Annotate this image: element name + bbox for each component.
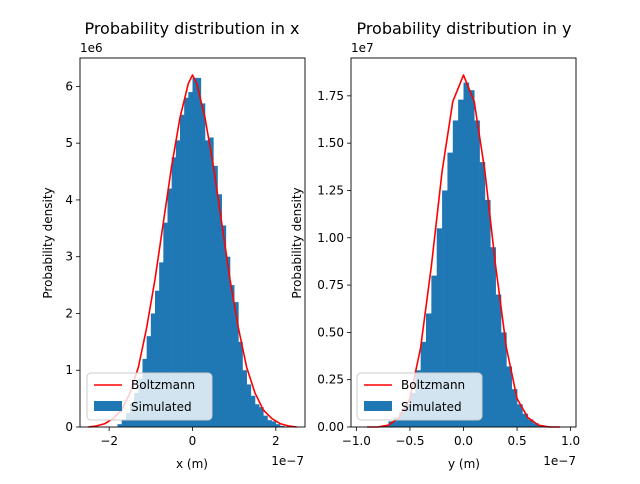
x-tick-label: −2 — [100, 434, 118, 448]
histogram-bar — [272, 421, 276, 427]
histogram-bar — [506, 366, 512, 427]
legend-boltzmann-label: Boltzmann — [401, 378, 465, 392]
right-x-axis-label: y (m) — [448, 457, 480, 471]
x-tick-label: 0.0 — [454, 434, 473, 448]
legend-simulated-label: Simulated — [131, 400, 192, 414]
legend-bar-swatch — [364, 401, 392, 411]
y-tick-label: 6 — [65, 79, 73, 93]
histogram-bar — [251, 396, 255, 427]
histogram-bar — [238, 342, 242, 427]
left-x-scale-label: 1e−7 — [271, 454, 304, 468]
histogram-bar — [485, 200, 491, 427]
histogram-bar — [490, 247, 496, 427]
y-tick-label: 0 — [65, 420, 73, 434]
histogram-bar — [122, 420, 126, 427]
x-tick-label: −1.0 — [342, 434, 371, 448]
left-legend: Boltzmann Simulated — [87, 373, 212, 420]
histogram-bar — [255, 404, 259, 427]
histogram-bar — [268, 420, 272, 427]
histogram-bar — [218, 194, 222, 427]
histogram-bar — [496, 295, 502, 427]
x-tick-label: 0.5 — [508, 434, 527, 448]
left-x-axis-label: x (m) — [176, 457, 208, 471]
right-y-scale-label: 1e7 — [351, 41, 374, 55]
y-tick-label: 0.75 — [317, 278, 344, 292]
right-legend: Boltzmann Simulated — [357, 373, 482, 420]
x-tick-label: 2 — [272, 434, 280, 448]
histogram-bar — [222, 225, 226, 427]
y-tick-label: 1.00 — [317, 231, 344, 245]
legend-boltzmann-label: Boltzmann — [131, 378, 195, 392]
histogram-bar — [226, 257, 230, 427]
y-tick-label: 4 — [65, 193, 73, 207]
y-tick-label: 0.50 — [317, 325, 344, 339]
left-chart-title: Probability distribution in x — [84, 19, 299, 38]
histogram-bar — [263, 416, 267, 427]
histogram-bar — [213, 166, 217, 427]
x-tick-label: 0 — [189, 434, 197, 448]
y-tick-label: 0.00 — [317, 420, 344, 434]
histogram-bar — [247, 384, 251, 427]
y-tick-label: 1.50 — [317, 136, 344, 150]
legend-bar-swatch — [94, 401, 122, 411]
histogram-bar — [230, 285, 234, 427]
x-tick-label: 1.0 — [561, 434, 580, 448]
histogram-bar — [243, 370, 247, 427]
right-chart-title: Probability distribution in y — [356, 19, 571, 38]
y-tick-label: 1.25 — [317, 183, 344, 197]
y-tick-label: 3 — [65, 250, 73, 264]
right-x-scale-label: 1e−7 — [543, 454, 576, 468]
y-tick-label: 2 — [65, 306, 73, 320]
right-y-axis-label: Probability density — [290, 187, 304, 298]
left-y-scale-label: 1e6 — [80, 41, 103, 55]
y-tick-label: 5 — [65, 136, 73, 150]
y-tick-label: 1 — [65, 363, 73, 377]
legend-simulated-label: Simulated — [401, 400, 462, 414]
y-tick-label: 0.25 — [317, 373, 344, 387]
x-tick-label: −0.5 — [395, 434, 424, 448]
left-y-axis-label: Probability density — [41, 187, 55, 298]
y-tick-label: 1.75 — [317, 89, 344, 103]
